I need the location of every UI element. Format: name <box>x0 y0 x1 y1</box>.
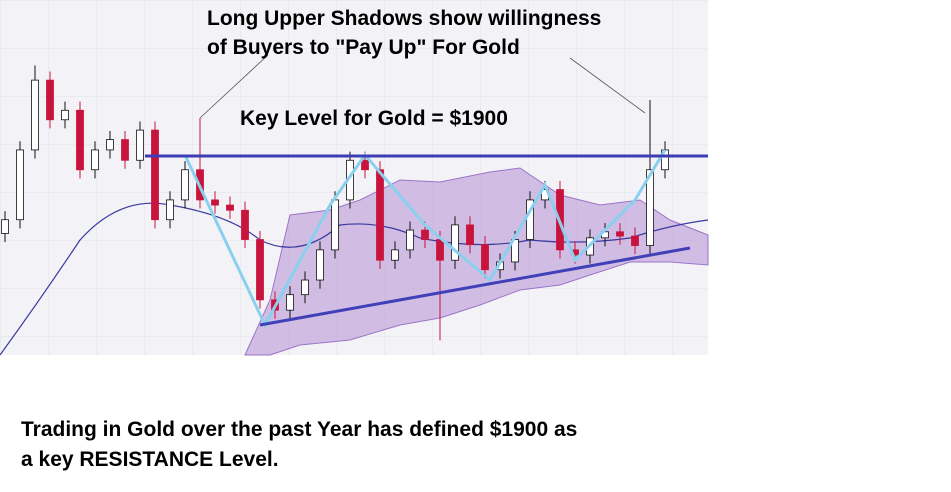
candle-body <box>286 294 294 311</box>
candles <box>1 65 669 341</box>
candle-body <box>91 149 99 171</box>
candle-body <box>361 159 369 171</box>
candle-body <box>76 109 84 171</box>
candle-body <box>481 244 489 271</box>
pointer <box>199 54 269 119</box>
pointer <box>569 57 646 114</box>
candle-body <box>661 149 669 171</box>
candle-body <box>436 239 444 261</box>
zigzag <box>183 149 667 329</box>
candle-body <box>151 129 159 221</box>
caption: Trading in Gold over the past Year has d… <box>21 418 577 441</box>
candle-body <box>421 229 429 240</box>
candle-body <box>301 279 309 296</box>
annotation: Key Level for Gold = $1900 <box>240 107 508 130</box>
candle-body <box>616 231 624 237</box>
candle-body <box>61 109 69 121</box>
candle-body <box>121 139 129 161</box>
candle-body <box>646 169 654 246</box>
candle-body <box>256 239 264 301</box>
candle-body <box>106 139 114 151</box>
support-line <box>259 246 691 327</box>
annotation: of Buyers to "Pay Up" For Gold <box>207 36 520 59</box>
candle-body <box>136 129 144 161</box>
caption: a key RESISTANCE Level. <box>21 448 279 471</box>
candle-body <box>316 249 324 281</box>
annotation: Long Upper Shadows show willingness <box>207 7 601 30</box>
candle-body <box>631 235 639 246</box>
candle-body <box>241 209 249 240</box>
candle-body <box>391 249 399 261</box>
candle-body <box>1 219 9 234</box>
candle-body <box>211 199 219 206</box>
candle-body <box>181 169 189 201</box>
candle-body <box>451 224 459 261</box>
candle-body <box>331 199 339 251</box>
candle-body <box>46 79 54 121</box>
candle-body <box>166 199 174 221</box>
candle-body <box>466 224 474 246</box>
candle-body <box>16 149 24 221</box>
candle-body <box>226 204 234 211</box>
candle-body <box>31 79 39 151</box>
candle-body <box>406 229 414 251</box>
candle-body <box>376 169 384 261</box>
